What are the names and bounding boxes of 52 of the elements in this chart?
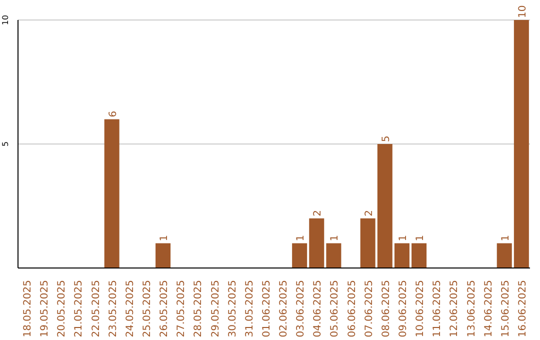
x-tick-label: 14.06.2025 <box>483 280 494 338</box>
x-tick-label: 01.06.2025 <box>261 280 272 338</box>
data-label: 6 <box>108 110 119 118</box>
bar <box>326 243 342 268</box>
data-label: 2 <box>364 210 375 216</box>
bar <box>360 218 376 268</box>
data-label: 1 <box>330 234 341 242</box>
data-label: 1 <box>296 234 307 242</box>
data-label: 1 <box>159 234 170 242</box>
data-label: 1 <box>398 234 409 242</box>
bar <box>309 218 324 268</box>
data-label: 5 <box>380 136 392 142</box>
bar <box>104 119 120 268</box>
bar <box>292 243 308 268</box>
x-tick-label: 30.05.2025 <box>227 280 238 338</box>
x-tick-label: 24.05.2025 <box>124 280 136 338</box>
x-tick-label: 12.06.2025 <box>449 280 460 338</box>
x-tick-label: 15.06.2025 <box>500 280 512 338</box>
x-tick-label: 16.06.2025 <box>517 280 528 338</box>
x-tick-label: 29.05.2025 <box>210 280 222 338</box>
bar <box>156 243 171 268</box>
x-tick-label: 04.06.2025 <box>312 280 324 338</box>
data-label: 2 <box>312 210 324 216</box>
x-tick-label: 26.05.2025 <box>159 280 170 338</box>
data-label: 10 <box>517 5 528 18</box>
x-tick-label: 21.05.2025 <box>74 280 85 338</box>
data-label: 1 <box>500 234 512 242</box>
x-tick-label: 02.06.2025 <box>278 280 290 338</box>
x-tick-label: 27.05.2025 <box>176 280 188 338</box>
x-tick-label: 28.05.2025 <box>193 280 204 338</box>
x-tick-label: 19.05.2025 <box>40 280 51 338</box>
x-tick-label: 03.06.2025 <box>296 280 307 338</box>
x-tick-label: 09.06.2025 <box>398 280 409 338</box>
x-tick-label: 11.06.2025 <box>432 280 444 338</box>
x-tick-label: 10.06.2025 <box>415 280 426 338</box>
x-tick-label: 23.05.2025 <box>108 280 119 338</box>
x-tick-label: 18.05.2025 <box>22 280 34 338</box>
bar <box>394 243 410 268</box>
data-label: 1 <box>415 234 426 242</box>
bar <box>377 144 392 268</box>
x-tick-label: 25.05.2025 <box>142 280 153 338</box>
bar <box>496 243 512 268</box>
x-tick-label: 31.05.2025 <box>244 280 256 338</box>
x-tick-label: 20.05.2025 <box>56 280 68 338</box>
x-tick-label: 08.06.2025 <box>380 280 392 338</box>
bar <box>412 243 427 268</box>
x-tick-label: 22.05.2025 <box>90 280 102 338</box>
bar <box>514 20 529 268</box>
x-tick-label: 06.06.2025 <box>346 280 358 338</box>
x-tick-label: 13.06.2025 <box>466 280 478 338</box>
x-tick-label: 07.06.2025 <box>364 280 375 338</box>
x-tick-label: 05.06.2025 <box>330 280 341 338</box>
